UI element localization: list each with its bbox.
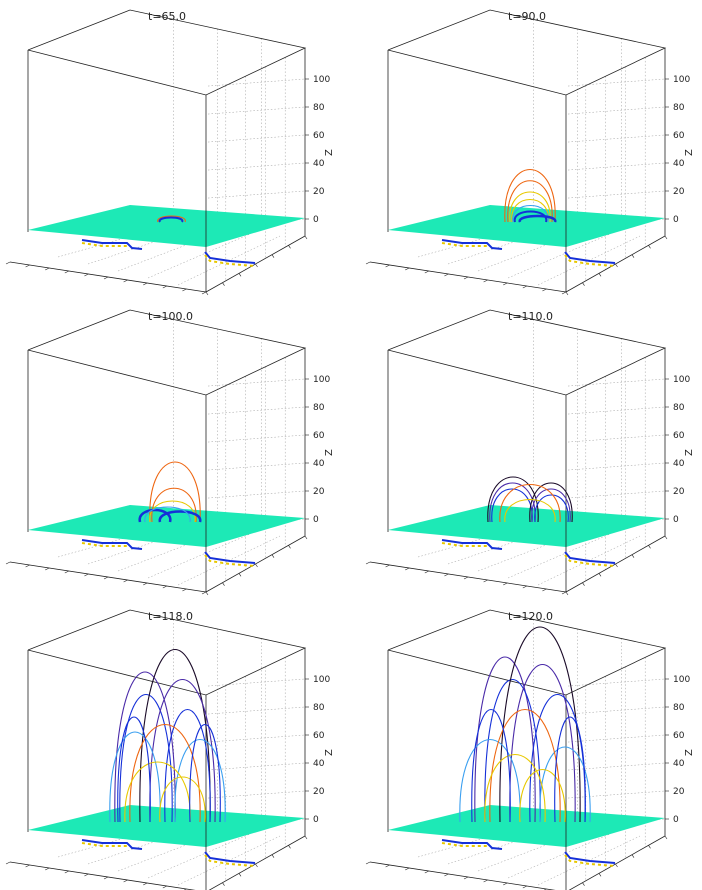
z-tick-label: 60 — [313, 431, 325, 441]
z-tick-label: 0 — [673, 815, 679, 825]
bottom-axis-ticks — [5, 235, 308, 296]
back-wall-grid — [533, 619, 666, 881]
panel-title: t=118.0 — [148, 610, 193, 623]
z-tick-label: 0 — [673, 215, 679, 225]
z-axis-label: Z — [324, 149, 335, 156]
z-axis-label: Z — [324, 749, 335, 756]
bottom-axis-ticks — [365, 535, 668, 596]
z-tick-label: 80 — [673, 403, 685, 413]
field-lines — [504, 169, 557, 224]
z-tick-label: 60 — [313, 731, 325, 741]
photosphere-plane — [28, 505, 305, 547]
field-lines — [487, 476, 573, 523]
footpoint-trace — [441, 539, 616, 567]
z-tick-label: 100 — [673, 375, 690, 385]
bounding-box — [9, 9, 307, 293]
z-tick-label: 80 — [313, 403, 325, 413]
bounding-box — [369, 609, 667, 890]
panel-6: t=120.0 0 20 40 60 80 100 Z — [365, 609, 695, 890]
photosphere-plane — [388, 805, 665, 847]
z-axis-label: Z — [684, 149, 695, 156]
z-tick-label: 0 — [313, 515, 319, 525]
z-tick-label: 0 — [313, 815, 319, 825]
z-tick-label: 40 — [313, 459, 325, 469]
panel-title: t=100.0 — [148, 310, 193, 323]
z-axis-label: Z — [684, 749, 695, 756]
z-tick-label: 60 — [313, 131, 325, 141]
z-tick-label: 60 — [673, 731, 685, 741]
z-tick-label: 20 — [313, 487, 325, 497]
field-lines — [157, 215, 186, 223]
bounding-box — [369, 9, 667, 293]
z-tick-label: 40 — [673, 459, 685, 469]
photosphere-plane — [28, 205, 305, 247]
photosphere-plane — [28, 805, 305, 847]
z-tick-label: 60 — [673, 431, 685, 441]
z-tick-label: 100 — [313, 375, 330, 385]
bounding-box — [9, 609, 307, 890]
z-tick-label: 20 — [673, 487, 685, 497]
z-tick-label: 40 — [673, 159, 685, 169]
z-tick-label: 80 — [313, 103, 325, 113]
z-axis-label: Z — [324, 449, 335, 456]
z-axis: 0 20 40 60 80 100 Z — [305, 675, 335, 825]
bottom-axis-ticks — [5, 835, 308, 890]
photosphere-plane — [388, 505, 665, 547]
footpoint-trace — [81, 839, 256, 867]
z-tick-label: 20 — [673, 187, 685, 197]
z-tick-label: 20 — [313, 187, 325, 197]
photosphere-plane — [388, 205, 665, 247]
panel-5: t=118.0 0 20 40 60 80 100 Z — [5, 609, 335, 890]
z-tick-label: 40 — [313, 159, 325, 169]
bottom-axis-ticks — [365, 235, 668, 296]
z-tick-label: 20 — [673, 787, 685, 797]
field-lines — [138, 461, 202, 523]
bottom-axis-ticks — [365, 835, 668, 890]
field-lines — [459, 626, 591, 823]
panel-title: t=120.0 — [508, 610, 553, 623]
z-axis-label: Z — [684, 449, 695, 456]
panel-title: t=110.0 — [508, 310, 553, 323]
footpoint-trace — [441, 839, 616, 867]
z-tick-label: 40 — [313, 759, 325, 769]
panel-3: t=100.0 0 20 40 60 80 100 Z — [5, 309, 335, 596]
z-tick-label: 80 — [673, 103, 685, 113]
z-tick-label: 100 — [313, 675, 330, 685]
z-axis: 0 20 40 60 80 100 Z — [665, 375, 695, 525]
field-lines — [109, 648, 226, 823]
z-tick-label: 100 — [313, 75, 330, 85]
z-tick-label: 100 — [673, 75, 690, 85]
z-tick-label: 0 — [313, 215, 319, 225]
z-axis: 0 20 40 60 80 100 Z — [305, 375, 335, 525]
bounding-box — [9, 309, 307, 593]
z-tick-label: 80 — [673, 703, 685, 713]
panel-4: t=110.0 0 20 40 60 80 100 Z — [365, 309, 695, 596]
z-tick-label: 0 — [673, 515, 679, 525]
z-tick-label: 100 — [673, 675, 690, 685]
bounding-box — [369, 309, 667, 593]
footpoint-trace — [81, 239, 256, 267]
z-tick-label: 40 — [673, 759, 685, 769]
z-tick-label: 80 — [313, 703, 325, 713]
footpoint-trace — [81, 539, 256, 567]
footpoint-trace — [441, 239, 616, 267]
z-tick-label: 20 — [313, 787, 325, 797]
z-axis: 0 20 40 60 80 100 Z — [665, 75, 695, 225]
z-axis: 0 20 40 60 80 100 Z — [305, 75, 335, 225]
z-tick-label: 60 — [673, 131, 685, 141]
z-axis: 0 20 40 60 80 100 Z — [665, 675, 695, 825]
bottom-axis-ticks — [5, 535, 308, 596]
